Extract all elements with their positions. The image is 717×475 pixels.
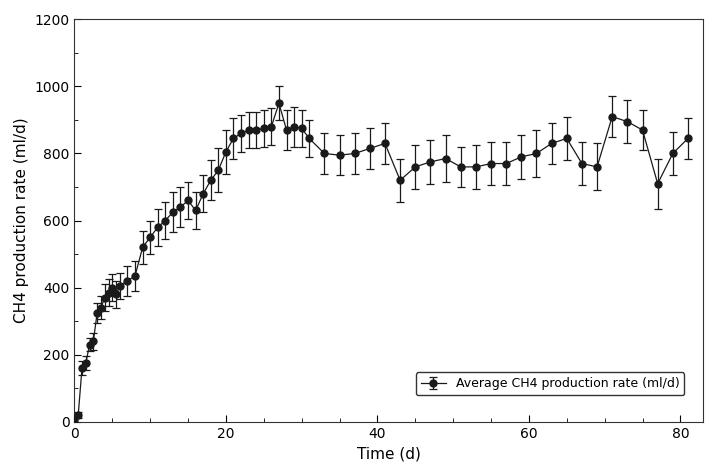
Legend: Average CH4 production rate (ml/d): Average CH4 production rate (ml/d) <box>416 372 684 395</box>
X-axis label: Time (d): Time (d) <box>357 446 421 461</box>
Y-axis label: CH4 production rate (ml/d): CH4 production rate (ml/d) <box>14 118 29 323</box>
